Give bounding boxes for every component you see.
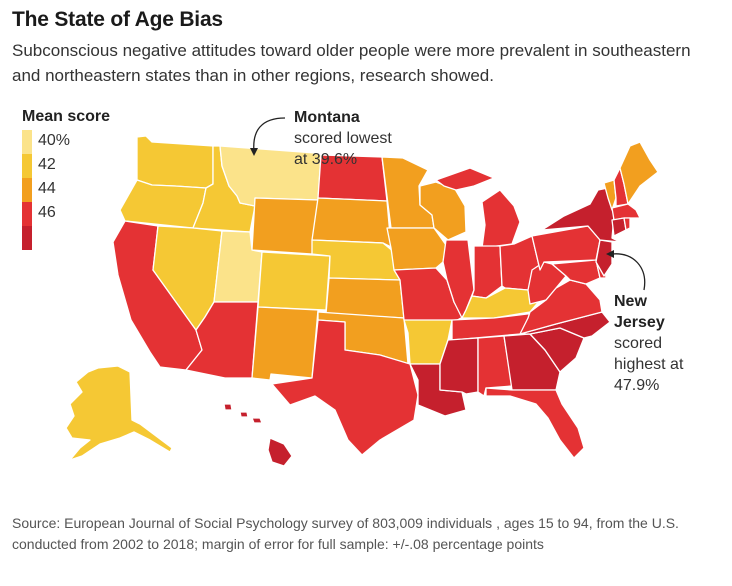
legend-swatch <box>22 130 32 154</box>
legend-swatch <box>22 154 32 178</box>
state-iowa[interactable] <box>386 227 447 271</box>
state-kansas[interactable] <box>325 277 405 319</box>
state-texas[interactable] <box>271 319 419 456</box>
state-florida[interactable] <box>485 387 585 459</box>
legend-item <box>22 226 110 250</box>
new-jersey-arrowhead <box>606 250 614 258</box>
state-new-mexico[interactable] <box>251 306 319 381</box>
legend-label: 40% <box>38 132 71 149</box>
legend-item: 40% <box>22 130 110 154</box>
new-jersey-note-line2: highest at <box>614 356 684 373</box>
state-mississippi[interactable] <box>439 337 479 395</box>
legend-title: Mean score <box>22 108 111 125</box>
state-maine[interactable] <box>619 141 659 205</box>
state-michigan-upper[interactable] <box>435 167 495 191</box>
state-washington[interactable] <box>136 135 214 189</box>
state-colorado[interactable] <box>257 251 331 311</box>
montana-note-line2: at 39.6% <box>294 151 358 168</box>
source-note: Source: European Journal of Social Psych… <box>12 515 679 552</box>
new-jersey-annotation: New Jersey scored highest at 47.9% <box>614 291 683 396</box>
legend-item: 42 <box>22 154 110 178</box>
state-wyoming[interactable] <box>251 197 319 255</box>
page-title: The State of Age Bias <box>12 8 223 31</box>
state-hawaii-oahu[interactable] <box>223 403 233 411</box>
state-vermont[interactable] <box>603 179 617 211</box>
subtitle: Subconscious negative attitudes toward o… <box>12 41 691 85</box>
state-indiana[interactable] <box>471 245 503 299</box>
new-jersey-note-line1: scored <box>614 335 663 352</box>
legend-label: 42 <box>38 156 56 173</box>
new-jersey-note-line3: 47.9% <box>614 377 660 394</box>
new-jersey-label-1: New <box>614 293 647 310</box>
legend-item: 46 <box>22 202 110 226</box>
state-oregon[interactable] <box>119 179 207 229</box>
montana-arrowhead <box>250 148 258 156</box>
montana-note-line1: scored lowest <box>294 130 392 147</box>
legend-label: 46 <box>38 204 56 221</box>
montana-leader-line <box>253 117 286 153</box>
state-hawaii-molokai[interactable] <box>251 417 263 424</box>
state-new-jersey[interactable] <box>595 239 613 277</box>
state-west-virginia[interactable] <box>527 261 567 305</box>
state-hawaii-big-island[interactable] <box>267 437 293 467</box>
state-alaska[interactable] <box>65 365 173 461</box>
state-south-dakota[interactable] <box>311 197 392 248</box>
legend: Mean score 40% 42 44 46 <box>22 108 110 250</box>
legend-swatch <box>22 226 32 250</box>
new-jersey-leader-line <box>611 253 646 291</box>
montana-label: Montana <box>294 109 360 126</box>
legend-label: 44 <box>38 180 56 197</box>
state-rhode-island[interactable] <box>623 217 631 231</box>
montana-annotation: Montana scored lowest at 39.6% <box>294 107 392 170</box>
new-jersey-label-2: Jersey <box>614 314 665 331</box>
state-hawaii-maui[interactable] <box>239 411 249 418</box>
legend-swatch <box>22 178 32 202</box>
legend-item: 44 <box>22 178 110 202</box>
legend-swatch <box>22 202 32 226</box>
state-michigan-lower[interactable] <box>481 189 521 249</box>
